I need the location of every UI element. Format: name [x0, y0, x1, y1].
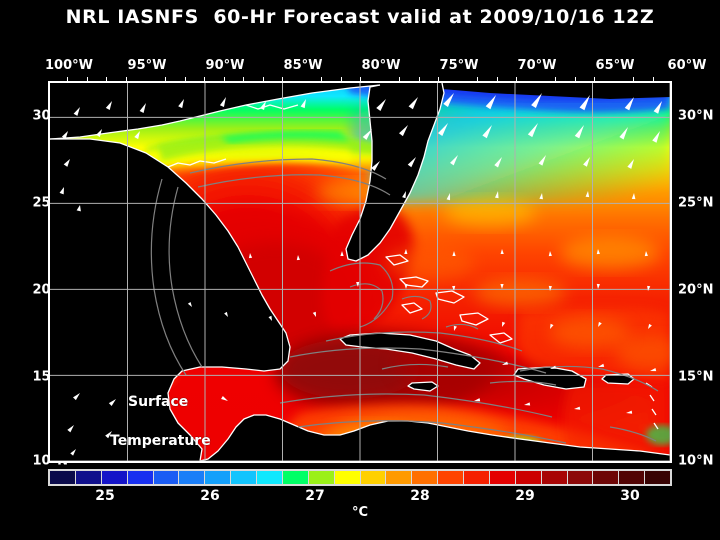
colorbar-swatch: [360, 471, 387, 484]
lat-label-right-25n: 25°N: [678, 195, 714, 211]
colorbar-swatch: [101, 471, 128, 484]
tick-top: [204, 77, 205, 82]
colorbar-swatch: [179, 471, 206, 484]
tick-top: [224, 77, 225, 82]
tick-top: [653, 77, 654, 82]
tick-top: [497, 77, 498, 82]
colorbar-swatch: [541, 471, 568, 484]
colorbar-tick-29: 29: [515, 488, 535, 504]
colorbar-tick-27: 27: [305, 488, 325, 504]
colorbar-swatch: [412, 471, 439, 484]
tick-top: [321, 77, 322, 82]
tick-top: [594, 77, 595, 82]
tick-top: [633, 77, 634, 82]
lat-lon-grid: [50, 83, 670, 461]
colorbar-swatch: [567, 471, 594, 484]
lat-label-right-10n: 10°N: [678, 453, 714, 469]
colorbar-swatch: [645, 471, 670, 484]
colorbar-swatch: [593, 471, 620, 484]
colorbar-swatch: [257, 471, 283, 484]
coastline-layer: [50, 83, 670, 461]
colorbar-swatch: [153, 471, 180, 484]
colorbar-swatch: [205, 471, 232, 484]
lat-label-right-20n: 20°N: [678, 282, 714, 298]
tick-top: [126, 77, 127, 82]
forecast-map[interactable]: Surface Temperature: [48, 81, 672, 463]
tick-top: [419, 77, 420, 82]
colorbar-tick-28: 28: [410, 488, 430, 504]
lon-label-100w: 100°W: [45, 58, 93, 73]
lon-label-65w: 65°W: [595, 58, 635, 73]
tick-top: [243, 77, 244, 82]
tick-top: [438, 77, 439, 82]
tick-top: [477, 77, 478, 82]
colorbar-tick-30: 30: [620, 488, 640, 504]
colorbar-swatch: [308, 471, 335, 484]
lon-label-70w: 70°W: [517, 58, 557, 73]
tick-top: [555, 77, 556, 82]
colorbar-tick-25: 25: [95, 488, 115, 504]
colorbar-swatch: [231, 471, 257, 484]
lon-label-80w: 80°W: [361, 58, 401, 73]
colorbar-swatch: [334, 471, 361, 484]
lat-label-right-15n: 15°N: [678, 369, 714, 385]
tick-top: [360, 77, 361, 82]
sst-field: [50, 83, 670, 461]
tick-top: [165, 77, 166, 82]
colorbar-swatch: [386, 471, 413, 484]
tick-top: [106, 77, 107, 82]
tick-top: [575, 77, 576, 82]
lon-label-95w: 95°W: [127, 58, 167, 73]
colorbar-swatch: [75, 471, 102, 484]
temperature-colorbar[interactable]: [48, 469, 672, 486]
tick-top: [67, 77, 68, 82]
colorbar-swatch: [282, 471, 309, 484]
colorbar-swatch: [127, 471, 154, 484]
colorbar-swatch: [619, 471, 646, 484]
page-title: NRL IASNFS 60-Hr Forecast valid at 2009/…: [65, 6, 655, 28]
tick-top: [263, 77, 264, 82]
tick-top: [87, 77, 88, 82]
tick-top: [516, 77, 517, 82]
map-caption-line2: Temperature: [110, 433, 211, 449]
map-canvas: [50, 83, 670, 461]
colorbar-swatch: [464, 471, 490, 484]
tick-top: [399, 77, 400, 82]
tick-top: [185, 77, 186, 82]
lon-label-60w: 60°W: [667, 58, 707, 73]
lat-label-right-30n: 30°N: [678, 108, 714, 124]
tick-top: [282, 77, 283, 82]
map-caption-line1: Surface: [128, 394, 189, 410]
colorbar-unit-label: °C: [351, 505, 369, 520]
surface-current-vectors: [59, 93, 662, 456]
colorbar-swatch: [489, 471, 516, 484]
colorbar-swatch: [50, 471, 76, 484]
tick-top: [341, 77, 342, 82]
lon-label-85w: 85°W: [283, 58, 323, 73]
colorbar-tick-26: 26: [200, 488, 220, 504]
lon-label-75w: 75°W: [439, 58, 479, 73]
bathymetry-contours: [150, 158, 659, 444]
colorbar-swatch: [515, 471, 542, 484]
colorbar-swatch: [438, 471, 464, 484]
lon-label-90w: 90°W: [205, 58, 245, 73]
